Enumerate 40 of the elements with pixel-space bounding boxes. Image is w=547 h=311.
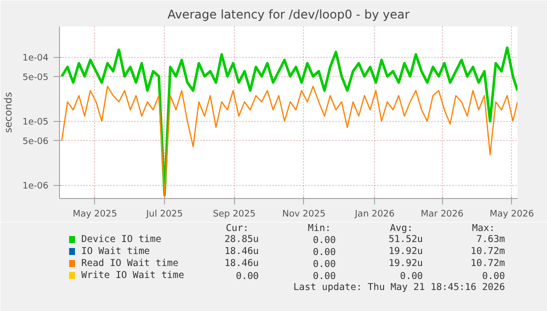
y-tick-label: 5e-06: [22, 136, 49, 147]
text: 0.00: [312, 247, 336, 258]
y-tick-label: 1e-06: [22, 182, 49, 192]
chart-title: Average latency for /dev/loop0 - by year: [167, 8, 410, 22]
text: 0.00: [312, 259, 336, 270]
text: 18.46u: [224, 258, 259, 269]
legend-label: Write IO Wait time: [81, 270, 184, 281]
text: Max:: [472, 223, 495, 234]
text: 0.00: [482, 271, 506, 282]
text: Avg:: [390, 223, 413, 234]
legend-label: Device IO time: [81, 234, 162, 245]
x-tick-label: Jul 2025: [145, 210, 183, 220]
text: 0.00: [236, 271, 260, 282]
legend-label: IO Wait time: [81, 246, 150, 257]
y-tick-label: 1e-05: [22, 118, 49, 128]
y-tick-label: 5e-05: [22, 72, 49, 83]
y-tick-label: 1e-04: [22, 54, 49, 64]
y-axis-title: seconds: [4, 92, 15, 133]
x-tick-label: Sep 2025: [212, 210, 256, 220]
text: 19.92u: [388, 246, 423, 257]
text: Min:: [308, 223, 331, 234]
text: 0.00: [312, 235, 336, 246]
text: 7.63m: [476, 234, 506, 245]
x-tick-label: Mar 2026: [420, 210, 464, 220]
text: 18.46u: [224, 246, 259, 257]
text: 51.52u: [388, 234, 423, 245]
x-tick-label: May 2026: [490, 210, 534, 220]
text: 0.00: [400, 271, 424, 282]
x-tick-label: Nov 2025: [282, 210, 326, 220]
text: 28.85u: [224, 234, 259, 245]
text: 10.72m: [470, 246, 506, 257]
legend-label: Read IO Wait time: [81, 258, 179, 269]
x-tick-label: Jan 2026: [354, 210, 395, 220]
text: 0.00: [312, 271, 336, 282]
text: Last update: Thu May 21 18:45:16 2026: [293, 282, 506, 293]
line-series: [60, 46, 518, 196]
text: 19.92u: [388, 258, 423, 269]
text: Cur:: [226, 223, 249, 234]
x-tick-label: May 2025: [72, 210, 118, 220]
text: 10.72m: [470, 258, 506, 269]
